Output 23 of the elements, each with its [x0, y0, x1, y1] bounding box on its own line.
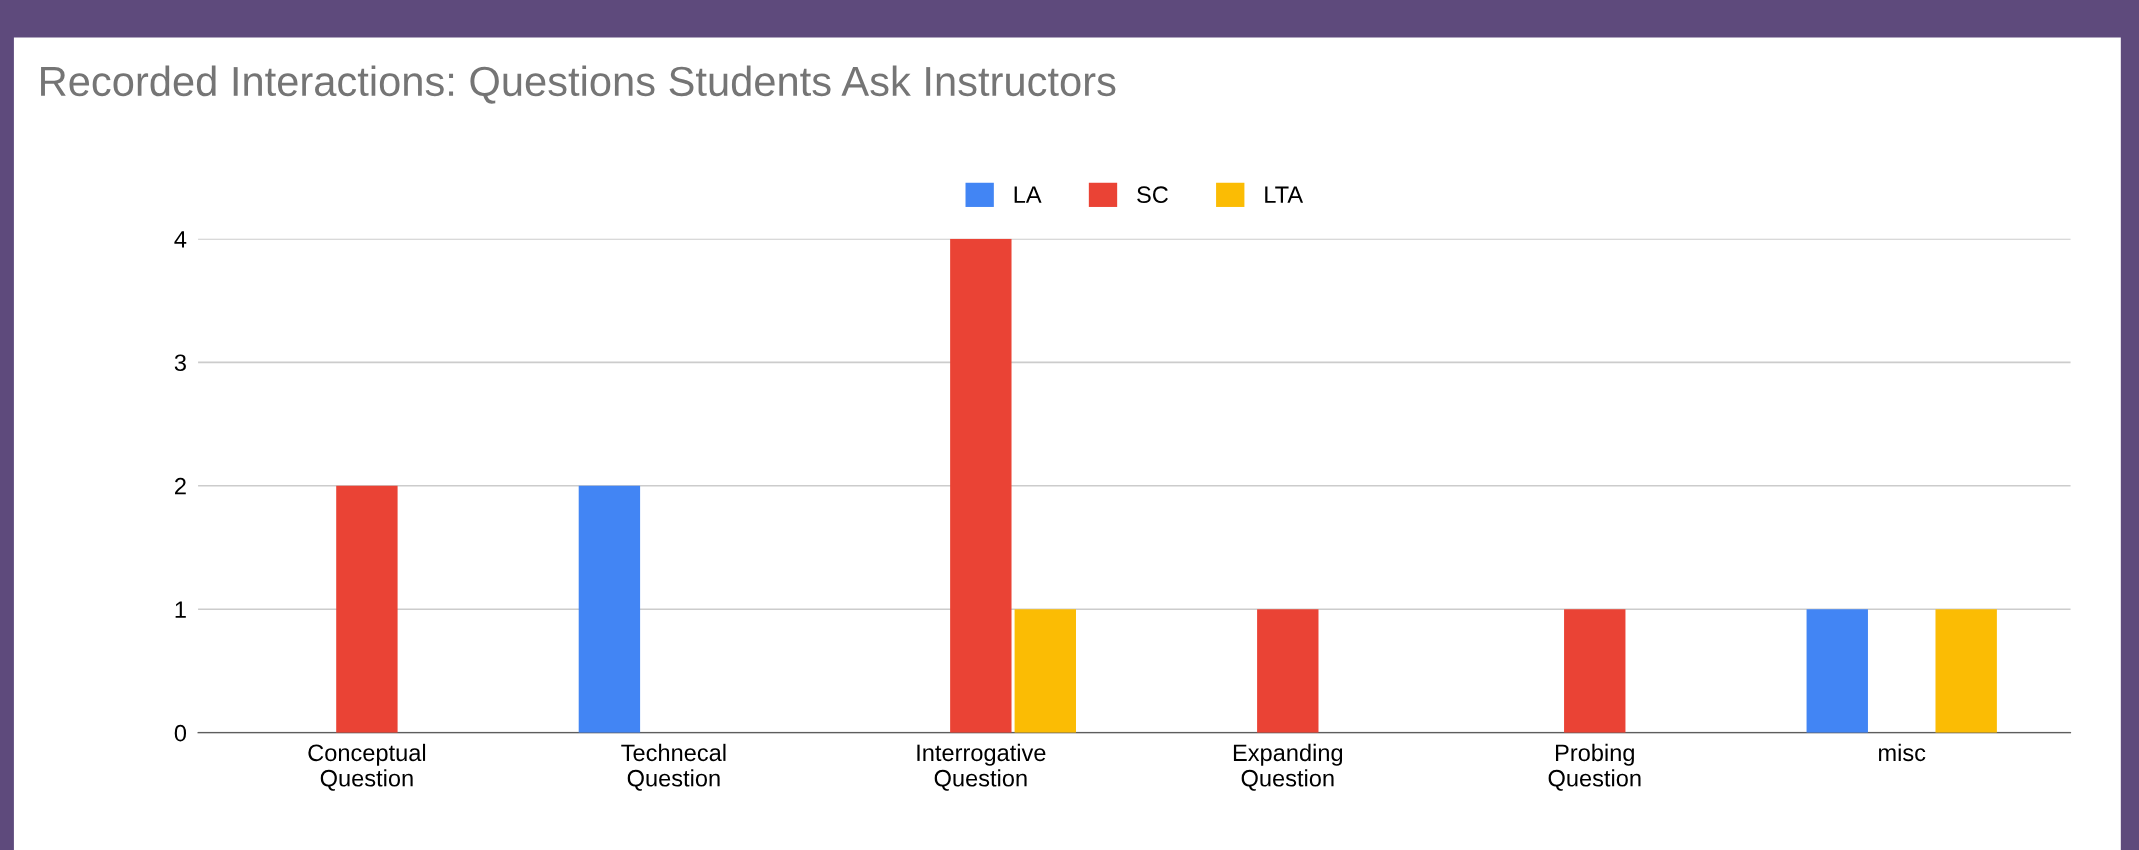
bar — [1564, 609, 1626, 733]
x-tick-label: Technecal Question — [621, 743, 726, 791]
bar — [578, 485, 641, 733]
chart-title: Recorded Interactions: Questions Students Ask Instructors — [41, 65, 1116, 104]
y-tick-label: 3 — [174, 354, 186, 372]
y-tick-label: 1 — [175, 601, 186, 618]
x-tick-label: Conceptual Question — [308, 743, 426, 791]
bar — [1257, 609, 1319, 733]
legend-label: SC — [1137, 186, 1168, 204]
bar — [1014, 609, 1076, 733]
x-tick-label: Probing Question — [1548, 743, 1641, 791]
legend-label: LA — [1014, 186, 1042, 203]
bar — [950, 238, 1012, 733]
bar — [336, 485, 398, 733]
y-tick-label: 4 — [174, 231, 187, 248]
y-tick-label: 2 — [175, 477, 186, 495]
x-tick-label: Expanding Question — [1233, 743, 1343, 791]
y-tick-label: 0 — [174, 724, 187, 742]
x-tick-label: Interrogative Question — [917, 743, 1046, 791]
bar — [1806, 609, 1868, 733]
bar — [1935, 609, 1997, 733]
legend-label: LTA — [1265, 186, 1304, 203]
x-tick-label: misc — [1879, 743, 1926, 762]
